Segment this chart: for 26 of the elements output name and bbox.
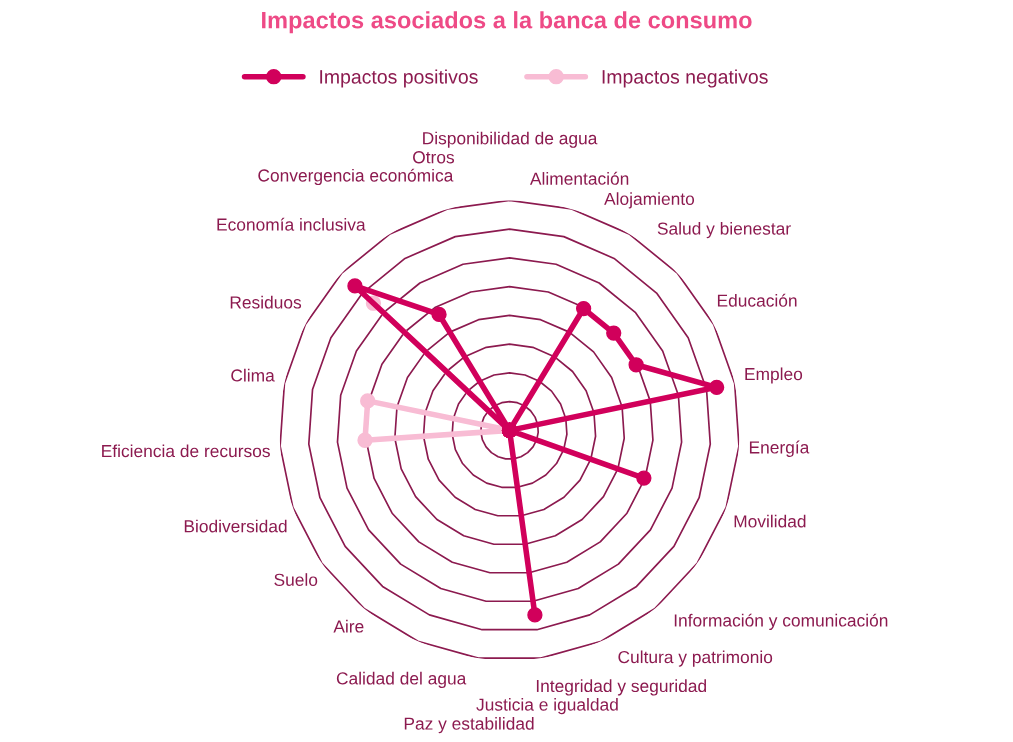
spoke-label: Cultura y patrimonio bbox=[618, 650, 773, 667]
spoke-label: Convergencia económica bbox=[258, 168, 454, 186]
spoke-label: Integridad y seguridad bbox=[536, 679, 706, 696]
spoke-label: Suelo bbox=[274, 573, 318, 586]
spoke-label: Residuos bbox=[230, 295, 302, 309]
spoke-label: Energía bbox=[749, 440, 810, 457]
legend-label: Impactos positivos bbox=[320, 69, 478, 88]
chart-title: Impactos asociados a la banca de consumo bbox=[262, 11, 752, 34]
spoke-label: Información y comunicación bbox=[674, 613, 888, 631]
spoke-label: Economía inclusiva bbox=[217, 217, 366, 231]
legend-label: Impactos negativos bbox=[602, 69, 768, 88]
spoke-label: Aire bbox=[333, 619, 364, 633]
spoke-label: Movilidad bbox=[734, 514, 806, 528]
spoke-label: Salud y bienestar bbox=[657, 221, 791, 239]
spoke-label: Paz y estabilidad bbox=[404, 717, 534, 734]
spoke-label: Biodiversidad bbox=[184, 519, 287, 533]
spoke-label: Disponibilidad de agua bbox=[423, 131, 598, 148]
spoke-label: Otros bbox=[413, 151, 455, 164]
spoke-label: Alimentación bbox=[529, 171, 629, 185]
spoke-label: Educación bbox=[717, 293, 797, 307]
spoke-label: Clima bbox=[231, 368, 275, 382]
spoke-label: Empleo bbox=[745, 367, 803, 384]
spoke-label: Calidad del agua bbox=[336, 671, 467, 688]
spoke-label: Alojamiento bbox=[604, 192, 695, 209]
spoke-label: Justicia e igualdad bbox=[476, 698, 618, 715]
spoke-label: Eficiencia de recursos bbox=[102, 444, 270, 458]
